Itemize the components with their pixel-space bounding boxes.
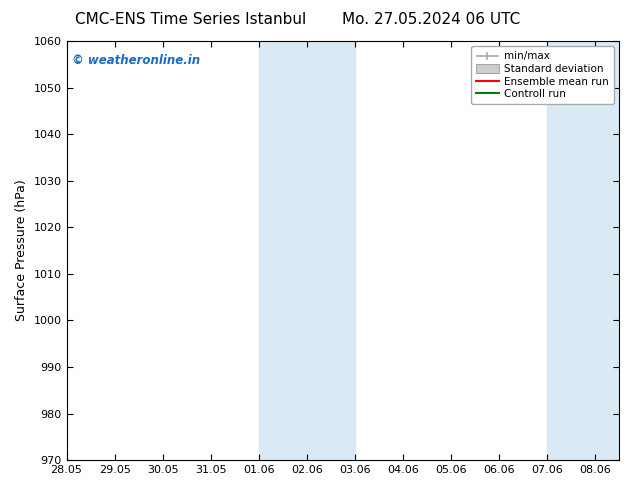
Bar (259, 41, 355, 460)
Text: CMC-ENS Time Series Istanbul: CMC-ENS Time Series Istanbul (75, 12, 306, 27)
Y-axis label: Surface Pressure (hPa): Surface Pressure (hPa) (15, 180, 28, 321)
Text: Mo. 27.05.2024 06 UTC: Mo. 27.05.2024 06 UTC (342, 12, 521, 27)
Bar (547, 41, 619, 460)
Legend: min/max, Standard deviation, Ensemble mean run, Controll run: min/max, Standard deviation, Ensemble me… (470, 46, 614, 104)
Text: © weatheronline.in: © weatheronline.in (72, 53, 200, 67)
